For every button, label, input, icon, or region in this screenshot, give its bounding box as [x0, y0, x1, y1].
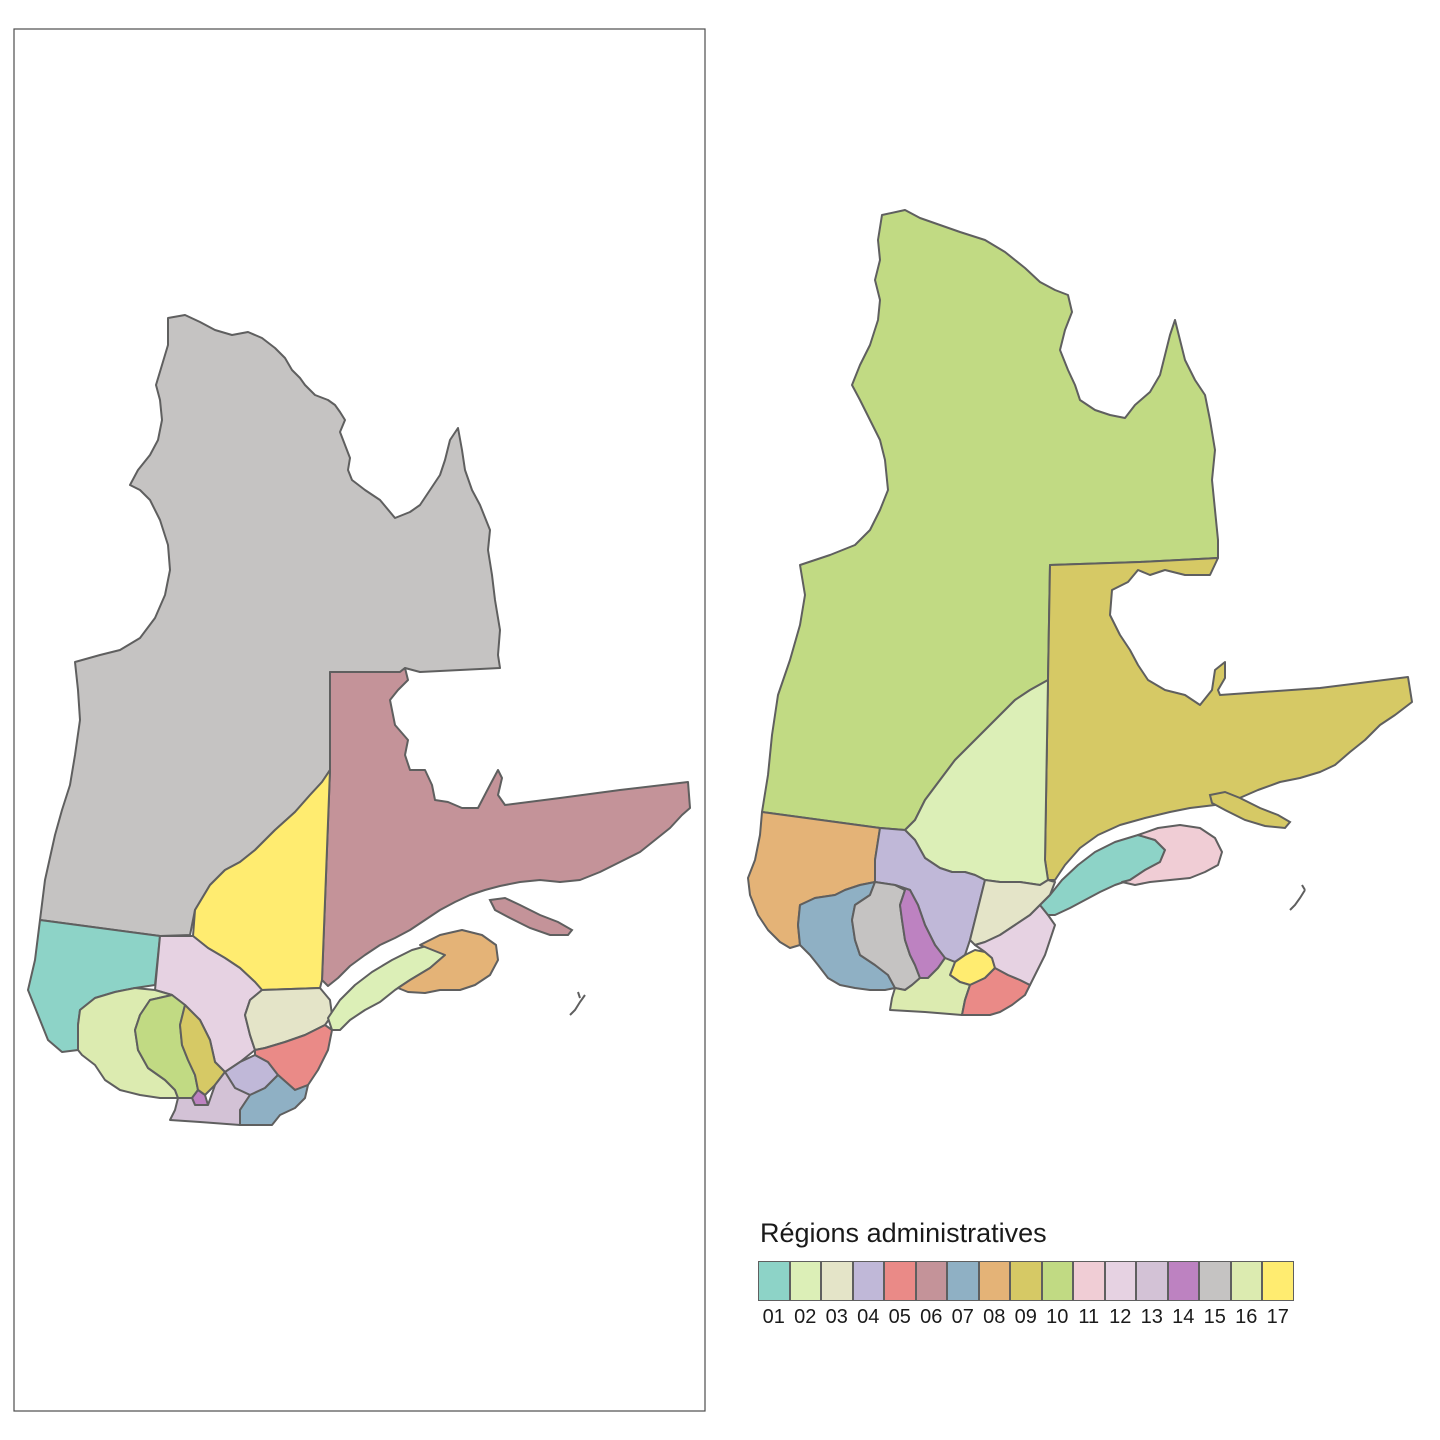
legend-swatch: [884, 1261, 916, 1301]
legend-label: 13: [1140, 1306, 1163, 1328]
left-map: [27, 314, 691, 1126]
legend-swatch: [1104, 1261, 1136, 1301]
legend-item-02: 02: [789, 1261, 821, 1329]
legend-label: 10: [1046, 1306, 1069, 1328]
legend-item-17: 17: [1262, 1261, 1294, 1329]
legend-swatch: [1073, 1261, 1105, 1301]
legend-swatch: [1010, 1261, 1042, 1301]
legend-swatch: [978, 1261, 1010, 1301]
left-region-06: [321, 667, 691, 987]
right-anticosti-island: [1208, 790, 1292, 830]
legend-item-09: 09: [1010, 1261, 1042, 1329]
legend-label: 09: [1014, 1306, 1037, 1328]
legend-label: 11: [1078, 1306, 1100, 1328]
legend-swatch: [1041, 1261, 1073, 1301]
left-region-08: [397, 929, 499, 994]
right-region-16: [889, 957, 971, 1016]
right-map: [747, 209, 1413, 1016]
legend-swatch: [1136, 1261, 1168, 1301]
legend-keys: 01 02 03 04 05 06 07 08 09 10 11 12 13 14 15 16 17: [758, 1261, 1294, 1329]
left-region-15: [39, 314, 501, 937]
left-panel-frame: [13, 28, 706, 1412]
legend-swatch: [1262, 1261, 1294, 1301]
legend-item-01: 01: [758, 1261, 790, 1329]
legend-item-04: 04: [852, 1261, 884, 1329]
legend-label: 03: [825, 1306, 848, 1328]
legend-item-05: 05: [884, 1261, 916, 1329]
legend-label: 15: [1203, 1306, 1226, 1328]
right-magdalen-islands: [1289, 884, 1306, 911]
legend-swatch: [947, 1261, 979, 1301]
legend-swatch: [758, 1261, 790, 1301]
left-region-07: [239, 1074, 309, 1126]
legend-label: 07: [951, 1306, 974, 1328]
legend-swatch: [852, 1261, 884, 1301]
left-region-13: [169, 1071, 251, 1126]
legend-label: 08: [983, 1306, 1006, 1328]
right-region-12: [974, 904, 1056, 986]
legend-item-03: 03: [821, 1261, 853, 1329]
legend-swatch: [1167, 1261, 1199, 1301]
left-region-05: [254, 1024, 333, 1091]
legend-item-16: 16: [1230, 1261, 1262, 1329]
legend-item-08: 08: [978, 1261, 1010, 1329]
legend-label: 12: [1109, 1306, 1132, 1328]
legend-label: 06: [920, 1306, 943, 1328]
legend-item-14: 14: [1167, 1261, 1199, 1329]
legend-item-11: 11: [1073, 1261, 1105, 1329]
legend-item-07: 07: [947, 1261, 979, 1329]
legend-swatch: [915, 1261, 947, 1301]
legend-label: 01: [762, 1306, 785, 1328]
legend-item-15: 15: [1199, 1261, 1231, 1329]
legend-label: 04: [857, 1306, 880, 1328]
legend-item-06: 06: [915, 1261, 947, 1329]
left-anticosti-island: [488, 896, 574, 936]
legend-swatch: [821, 1261, 853, 1301]
legend-label: 14: [1172, 1306, 1195, 1328]
legend-item-13: 13: [1136, 1261, 1168, 1329]
legend-label: 17: [1266, 1306, 1289, 1328]
legend-swatch: [1230, 1261, 1262, 1301]
legend-title: Régions administratives: [760, 1218, 1047, 1248]
legend: Régions administratives 01 02 03 04 05 06 07 08…: [758, 1218, 1294, 1329]
legend-label: 05: [888, 1306, 911, 1328]
legend-swatch: [789, 1261, 821, 1301]
legend-label: 16: [1235, 1306, 1258, 1328]
legend-item-10: 10: [1041, 1261, 1073, 1329]
left-magdalen-islands: [569, 991, 586, 1016]
right-region-11: [1121, 824, 1223, 886]
legend-swatch: [1199, 1261, 1231, 1301]
legend-label: 02: [794, 1306, 817, 1328]
legend-item-12: 12: [1104, 1261, 1136, 1329]
right-region-09: [1044, 557, 1413, 881]
